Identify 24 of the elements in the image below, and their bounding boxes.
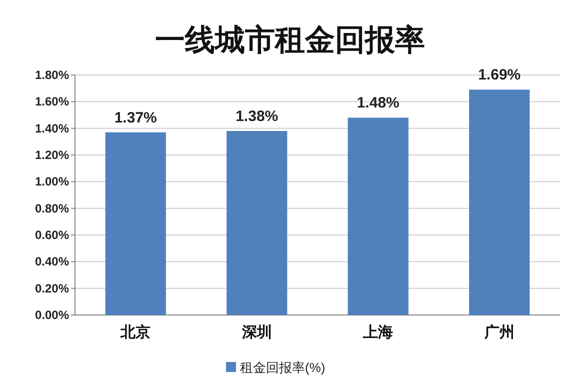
bar (469, 90, 530, 315)
y-tick-label: 0.60% (34, 228, 70, 242)
y-tick-label: 1.00% (34, 174, 70, 189)
y-tick-label: 1.20% (34, 148, 70, 162)
x-tick-label: 北京 (120, 323, 151, 341)
bar (348, 118, 408, 315)
y-tick-label: 1.80% (34, 68, 70, 82)
chart-title: 一线城市租金回报率 (155, 23, 425, 57)
bar (226, 131, 288, 315)
bar (105, 132, 166, 315)
data-label: 1.69% (478, 66, 521, 84)
x-tick-label: 上海 (362, 324, 394, 341)
y-tick-label: 0.40% (34, 254, 70, 269)
y-tick-label: 1.40% (34, 121, 70, 136)
data-label: 1.38% (236, 108, 278, 125)
y-tick-label: 0.20% (34, 281, 70, 296)
data-label: 1.37% (114, 109, 157, 126)
y-tick-label: 1.60% (34, 94, 70, 109)
y-tick-label: 0.00% (34, 308, 70, 322)
legend-label: 租金回报率(%) (240, 360, 326, 375)
x-tick-label: 广州 (483, 323, 514, 341)
y-tick-label: 0.80% (34, 201, 70, 216)
data-label: 1.48% (356, 94, 400, 112)
x-tick-label: 深圳 (240, 324, 272, 341)
